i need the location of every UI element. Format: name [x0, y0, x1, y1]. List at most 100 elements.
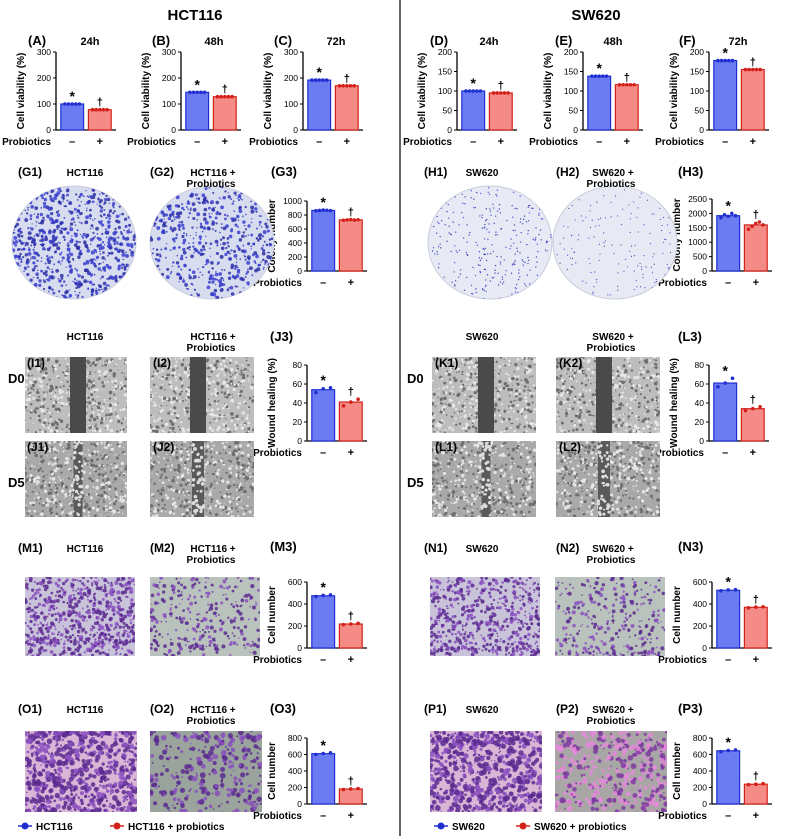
colony	[192, 217, 196, 221]
colony	[62, 235, 66, 239]
migrated-cell	[194, 508, 199, 513]
colony	[240, 249, 245, 253]
colony	[103, 203, 105, 206]
colony	[226, 214, 229, 217]
cell-texture	[110, 463, 112, 465]
colony	[92, 283, 95, 286]
significance-dagger: †	[753, 594, 759, 606]
colony	[196, 292, 198, 295]
colony	[38, 279, 42, 283]
cell-texture	[460, 362, 462, 364]
bar-control	[311, 753, 336, 805]
cell-texture	[534, 386, 536, 390]
cell-texture	[60, 358, 63, 360]
colony	[171, 237, 176, 241]
cell-texture	[219, 363, 223, 366]
cell-texture	[465, 377, 469, 381]
cell-texture	[116, 456, 119, 460]
y-tick-label: 0	[447, 125, 452, 135]
colony	[163, 218, 165, 220]
colony	[218, 282, 223, 287]
cell-texture	[87, 510, 91, 514]
cell-texture	[435, 369, 439, 373]
cell-texture	[585, 422, 587, 424]
colony	[33, 282, 38, 287]
cell-texture	[590, 422, 593, 425]
colony	[668, 217, 670, 219]
cell-texture	[153, 418, 155, 420]
cell-texture	[189, 481, 192, 483]
colony	[161, 272, 165, 276]
cell-texture	[525, 380, 530, 384]
cell-texture	[498, 397, 502, 402]
colony	[107, 237, 112, 242]
cell-texture	[186, 428, 190, 432]
cell-texture	[161, 424, 165, 428]
cell-texture	[650, 421, 653, 424]
colony	[35, 221, 38, 223]
cell-texture	[47, 462, 51, 466]
colony	[258, 224, 261, 226]
bar-probiotics	[740, 68, 765, 131]
cell-texture	[232, 387, 236, 392]
colony	[244, 205, 247, 209]
colony	[44, 248, 47, 251]
cell-texture	[42, 389, 45, 391]
y-axis-label: Cell viability (%)	[141, 53, 152, 130]
cell-texture	[469, 406, 472, 409]
cell-texture	[568, 430, 571, 432]
cell-texture	[498, 365, 502, 368]
data-point	[491, 91, 496, 95]
cell-texture	[471, 384, 474, 387]
colony	[211, 277, 215, 281]
cell-texture	[150, 456, 153, 460]
cell-texture	[166, 373, 169, 377]
colony	[630, 255, 633, 258]
cell-texture	[530, 394, 534, 398]
cell-texture	[168, 426, 172, 429]
cell-texture	[49, 477, 52, 480]
cell-texture	[117, 464, 119, 466]
colony	[197, 251, 201, 255]
cell-texture	[454, 417, 458, 420]
colony	[205, 199, 209, 203]
cell-texture	[101, 485, 106, 490]
cell-texture	[204, 441, 208, 443]
significance-dagger: †	[348, 386, 354, 398]
colony	[527, 206, 529, 209]
colony	[550, 236, 552, 239]
colony	[599, 253, 601, 255]
cell-texture	[103, 490, 107, 494]
colony	[461, 211, 463, 214]
colony	[603, 241, 605, 244]
colony	[29, 278, 33, 282]
colony	[490, 214, 492, 217]
cell-texture	[207, 380, 212, 385]
colony	[49, 217, 53, 222]
cell-texture	[224, 368, 228, 372]
colony	[79, 233, 82, 236]
colony	[485, 259, 488, 262]
colony	[207, 271, 211, 274]
colony	[159, 254, 162, 258]
colony	[502, 283, 504, 285]
x-tick-minus: –	[320, 810, 326, 822]
colony	[77, 241, 80, 243]
colony	[268, 238, 272, 241]
colony	[462, 202, 464, 205]
colony	[263, 240, 266, 243]
cell-texture	[107, 486, 109, 488]
colony	[36, 196, 39, 200]
colony	[101, 191, 103, 194]
cell-texture	[167, 449, 170, 452]
cell-texture	[33, 468, 36, 471]
colony	[248, 266, 253, 271]
colony	[523, 215, 526, 217]
colony	[60, 196, 63, 199]
panel-label: (E)	[555, 33, 572, 48]
cell-texture	[101, 381, 105, 384]
colony	[233, 191, 237, 195]
cell-texture	[494, 414, 496, 416]
cell-texture	[68, 453, 70, 455]
colony	[255, 237, 259, 240]
